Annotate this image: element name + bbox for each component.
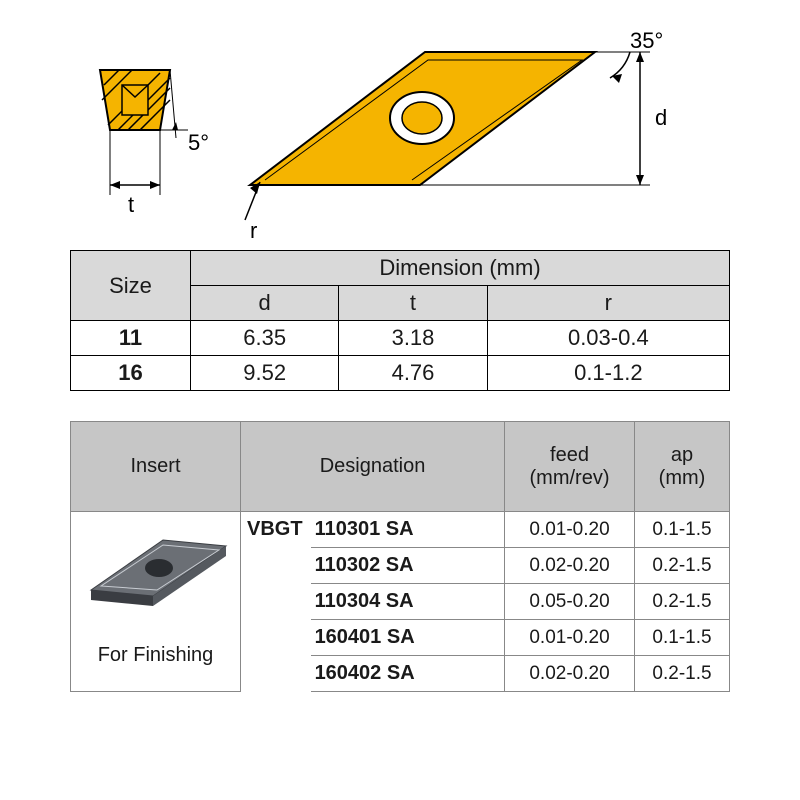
- size-header: Size: [71, 251, 191, 321]
- ap-cell: 0.2-1.5: [635, 656, 730, 692]
- t-header: t: [339, 286, 487, 321]
- feed-cell: 0.01-0.20: [505, 512, 635, 548]
- r-header: r: [487, 286, 729, 321]
- size-cell: 11: [71, 321, 191, 356]
- t-cell: 3.18: [339, 321, 487, 356]
- feed-header: feed (mm/rev): [505, 422, 635, 512]
- angle-35-label: 35°: [630, 30, 663, 53]
- insert-photo-icon: [81, 528, 231, 618]
- feed-cell: 0.01-0.20: [505, 620, 635, 656]
- top-view: r 35° d: [245, 30, 667, 240]
- table-row: For Finishing VBGT 110301 SA 0.01-0.20 0…: [71, 512, 730, 548]
- insert-header: Insert: [71, 422, 241, 512]
- r-cell: 0.1-1.2: [487, 356, 729, 391]
- feed-cell: 0.05-0.20: [505, 584, 635, 620]
- ap-cell: 0.2-1.5: [635, 548, 730, 584]
- angle-5-label: 5°: [188, 130, 209, 155]
- ap-cell: 0.1-1.5: [635, 512, 730, 548]
- feed-cell: 0.02-0.20: [505, 656, 635, 692]
- dimension-table: Size Dimension (mm) d t r 11 6.35 3.18 0…: [70, 250, 730, 391]
- insert-caption: For Finishing: [77, 644, 234, 667]
- d-label: d: [655, 105, 667, 130]
- table-row: 16 9.52 4.76 0.1-1.2: [71, 356, 730, 391]
- ap-header: ap (mm): [635, 422, 730, 512]
- side-profile: 5° t: [100, 70, 209, 217]
- t-label: t: [128, 192, 134, 217]
- r-cell: 0.03-0.4: [487, 321, 729, 356]
- designation-prefix: VBGT: [241, 512, 311, 548]
- designation-code: 110301 SA: [311, 512, 505, 548]
- d-cell: 6.35: [191, 321, 339, 356]
- designation-header: Designation: [241, 422, 505, 512]
- designation-code: 110302 SA: [311, 548, 505, 584]
- ap-cell: 0.2-1.5: [635, 584, 730, 620]
- insert-image-cell: For Finishing: [71, 512, 241, 692]
- d-cell: 9.52: [191, 356, 339, 391]
- designation-code: 110304 SA: [311, 584, 505, 620]
- dimension-header: Dimension (mm): [191, 251, 730, 286]
- designation-code: 160401 SA: [311, 620, 505, 656]
- size-cell: 16: [71, 356, 191, 391]
- feed-cell: 0.02-0.20: [505, 548, 635, 584]
- insert-table: Insert Designation feed (mm/rev) ap (mm)…: [70, 421, 730, 692]
- diagram-svg: 5° t r 35°: [70, 30, 730, 240]
- r-label: r: [250, 218, 257, 240]
- designation-code: 160402 SA: [311, 656, 505, 692]
- d-header: d: [191, 286, 339, 321]
- ap-cell: 0.1-1.5: [635, 620, 730, 656]
- t-cell: 4.76: [339, 356, 487, 391]
- insert-diagram: 5° t r 35°: [70, 30, 730, 240]
- table-row: 11 6.35 3.18 0.03-0.4: [71, 321, 730, 356]
